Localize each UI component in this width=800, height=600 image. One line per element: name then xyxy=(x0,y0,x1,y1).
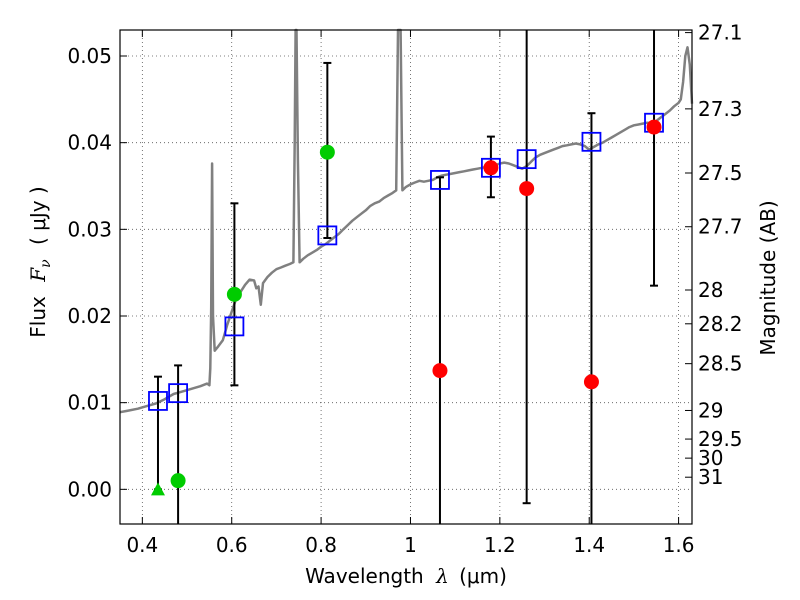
error-bars xyxy=(153,30,659,524)
x-axis-label-unit: (μm) xyxy=(459,564,507,588)
y2-tick-label: 29.5 xyxy=(698,427,743,451)
y2-tick-label: 31 xyxy=(698,465,723,489)
red-flux-point xyxy=(432,363,448,379)
markers xyxy=(148,112,664,496)
x-tick-label: 0.8 xyxy=(305,533,337,557)
y2-tick-label: 30 xyxy=(698,446,723,470)
y2-tick-label: 28 xyxy=(698,278,723,302)
y-tick-label: 0.05 xyxy=(67,44,112,68)
upper-limit-triangle xyxy=(150,482,165,496)
y2-tick-label: 27.3 xyxy=(698,97,743,121)
y-tick-label: 0.03 xyxy=(67,217,112,241)
green-flux-point xyxy=(226,286,242,302)
x-tick-label: 1.6 xyxy=(663,533,695,557)
grid xyxy=(120,30,692,524)
y2-tick-label: 27.1 xyxy=(698,21,743,45)
model-flux-square xyxy=(168,383,188,404)
y-tick-label: 0.01 xyxy=(67,391,112,415)
x-axis-label-text: Wavelength xyxy=(305,564,424,588)
model-flux-square xyxy=(224,316,245,337)
red-flux-point xyxy=(583,374,599,390)
model-flux-square xyxy=(481,157,501,178)
x-tick-label: 1 xyxy=(404,533,417,557)
x-axis-label-symbol: λ xyxy=(435,564,449,588)
green-flux-point xyxy=(319,144,335,160)
red-flux-point xyxy=(646,119,662,135)
plot-frame xyxy=(119,29,693,525)
x-tick-label: 1.4 xyxy=(573,533,605,557)
spectrum-line xyxy=(119,28,694,414)
y-axis-label-text: Flux xyxy=(26,296,50,338)
model-flux-square xyxy=(581,131,602,152)
template-spectrum xyxy=(119,28,694,414)
red-flux-point xyxy=(483,160,499,176)
model-flux-square xyxy=(516,149,537,170)
y2-tick-label: 28.5 xyxy=(698,352,743,376)
y-axis-label: Flux Fν ( μJy ) xyxy=(26,186,55,337)
y-tick-label: 0.02 xyxy=(67,304,112,328)
x-axis-label: Wavelength λ (μm) xyxy=(305,564,507,588)
x-tick-label: 0.6 xyxy=(216,533,248,557)
axes: 0.4 0.6 0.8 1 1.2 1.4 1.6 0.00 0.01 0.02 0.03 0.04 0… xyxy=(67,21,742,557)
model-flux-square xyxy=(148,391,168,411)
x-tick-label: 1.2 xyxy=(484,533,516,557)
y-axis-label-symbol: F xyxy=(26,267,50,283)
y-tick-label: 0.04 xyxy=(67,131,112,155)
green-flux-point xyxy=(170,473,186,489)
model-flux-square xyxy=(317,225,338,246)
red-flux-point xyxy=(519,181,535,197)
y2-tick-label: 27.5 xyxy=(698,161,743,185)
y2-tick-label: 28.2 xyxy=(698,312,743,336)
y2-axis-label: Magnitude (AB) xyxy=(756,200,780,355)
x-tick-label: 0.4 xyxy=(126,533,158,557)
model-flux-square xyxy=(430,170,450,190)
y2-tick-label: 27.7 xyxy=(698,215,743,239)
y2-tick-label: 29 xyxy=(698,398,723,422)
y-axis-label-subscript: ν xyxy=(38,259,54,268)
y-tick-label: 0.00 xyxy=(67,477,112,501)
y-axis-label-unit: ( μJy ) xyxy=(26,186,50,245)
